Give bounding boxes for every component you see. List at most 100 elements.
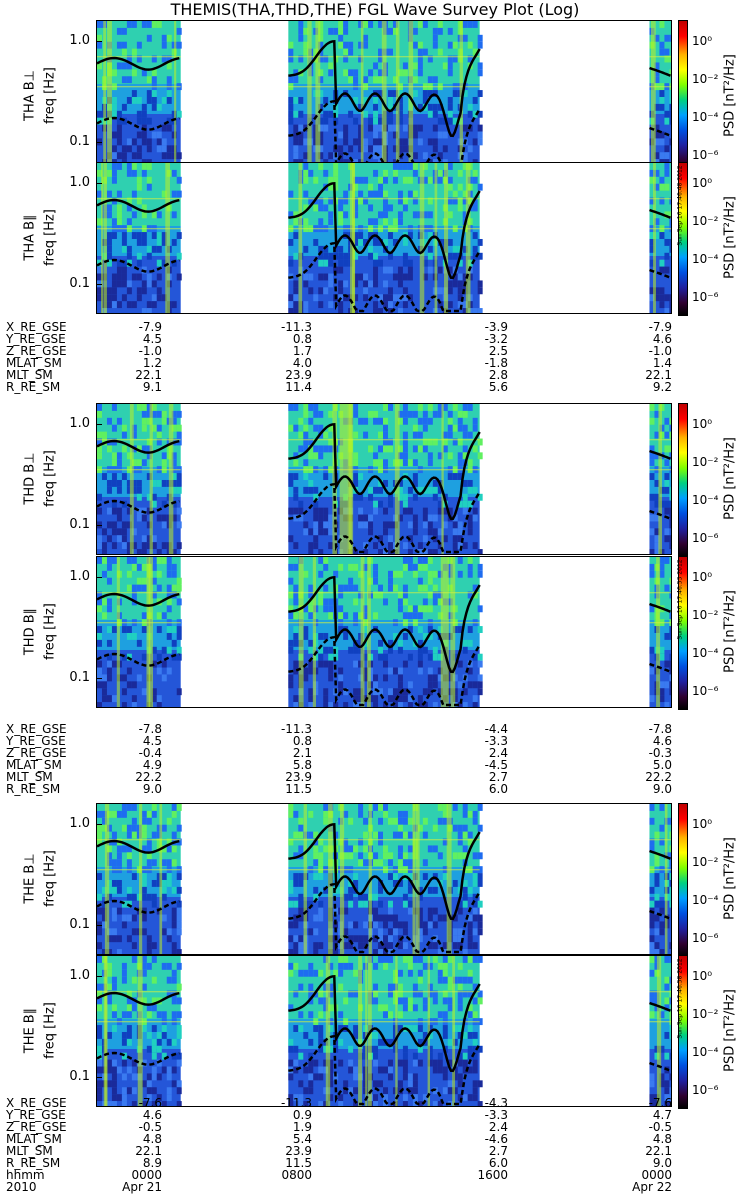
spectrogram-image xyxy=(97,557,671,707)
colorbar-tick-label: 10⁻² xyxy=(692,455,719,469)
ephemeris-value: -4.5 xyxy=(484,758,508,772)
colorbar xyxy=(678,162,688,316)
lower-frequency-curve xyxy=(649,909,671,920)
timestamp-stamp: Sun Sep 16 17:46:53 2012 xyxy=(676,559,684,640)
ephemeris-value: 9.0 xyxy=(142,782,162,796)
ephemeris-value: 22.1 xyxy=(135,1144,162,1158)
colorbar-tick-label: 10⁻² xyxy=(692,72,719,86)
colorbar xyxy=(678,803,688,957)
colorbar-tick-label: 10⁻⁶ xyxy=(692,148,719,162)
upper-frequency-curve xyxy=(288,40,481,138)
lower-frequency-curve xyxy=(649,126,671,137)
ephemeris-table: X_RE_GSE -7.9 -11.3 -3.9 -7.9 Y_RE_GSE 4.5 0.8 -… xyxy=(0,321,750,393)
colorbar-label: PSD [nT²/Hz] xyxy=(722,54,738,137)
lower-frequency-curve xyxy=(97,499,180,514)
colorbar-tick-label: 10⁻⁴ xyxy=(692,110,719,124)
ephemeris-value: 22.2 xyxy=(645,770,672,784)
ephemeris-value: 5.8 xyxy=(292,758,312,772)
panel-label: THE B∥ xyxy=(22,1007,38,1054)
ephemeris-row-label: Z_RE_GSE xyxy=(6,344,67,358)
ephemeris-value: 2.7 xyxy=(488,770,508,784)
ephemeris-value: 5.4 xyxy=(292,1132,312,1146)
ephemeris-row-label: X_RE_GSE xyxy=(6,722,67,736)
ephemeris-value: 4.8 xyxy=(652,1132,672,1146)
ephemeris-value: 6.0 xyxy=(488,782,508,796)
ephemeris-row-label: MLT_SM xyxy=(6,1144,53,1158)
plot-title: THEMIS(THA,THD,THE) FGL Wave Survey Plot… xyxy=(170,0,580,19)
ephemeris-value: 9.0 xyxy=(652,1156,672,1170)
ephemeris-value: -3.3 xyxy=(484,734,508,748)
y-tick-mark xyxy=(96,823,102,825)
ephemeris-value: 5.6 xyxy=(488,380,508,394)
colorbar-label: PSD [nT²/Hz] xyxy=(722,196,738,279)
ephemeris-value: 4.0 xyxy=(292,356,312,370)
ephemeris-value: 2.4 xyxy=(488,1120,508,1134)
ephemeris-value: 4.7 xyxy=(652,1108,672,1122)
ephemeris-value: 22.1 xyxy=(135,368,162,382)
ephemeris-value: 2.4 xyxy=(488,746,508,760)
upper-frequency-curve xyxy=(649,602,671,613)
lower-frequency-curve xyxy=(97,258,180,273)
ephemeris-value: -11.3 xyxy=(280,320,312,334)
upper-frequency-curve xyxy=(649,66,671,77)
spectrogram-image xyxy=(97,804,671,954)
ephemeris-value: -3.3 xyxy=(484,1108,508,1122)
panel-label: THD B∥ xyxy=(22,607,38,656)
spectrogram-segment xyxy=(649,404,671,554)
spectrogram-panel xyxy=(96,803,672,955)
ephemeris-value: -0.3 xyxy=(648,746,672,760)
ephemeris-row-label: R_RE_SM xyxy=(6,1156,61,1170)
y-tick-mark xyxy=(96,677,102,679)
ephemeris-value: 23.9 xyxy=(285,770,312,784)
colorbar-tick-label: 10⁻² xyxy=(692,608,719,622)
timestamp-stamp: Sun Sep 16 17:46:48 2012 xyxy=(676,165,684,246)
lower-frequency-curve xyxy=(288,636,481,707)
y-tick-label: 0.1 xyxy=(69,1068,90,1084)
panel-label: THA B∥ xyxy=(22,214,38,261)
ephemeris-value: 22.1 xyxy=(645,368,672,382)
lower-frequency-curve xyxy=(649,509,671,520)
y-tick-mark xyxy=(96,576,102,578)
colorbar-tick-label: 10⁰ xyxy=(692,817,713,831)
spectrogram-segment xyxy=(97,956,182,1106)
spectrogram-segment xyxy=(97,163,182,313)
y-tick-mark xyxy=(96,141,102,143)
ephemeris-value: -7.9 xyxy=(138,320,162,334)
spectrogram-segment xyxy=(288,21,483,171)
ephemeris-value: 4.5 xyxy=(142,734,162,748)
ephemeris-row-label: X_RE_GSE xyxy=(6,320,67,334)
panel-label: THD B⊥ xyxy=(22,452,38,505)
spectrogram-image xyxy=(97,163,671,313)
lower-frequency-curve xyxy=(97,1051,180,1066)
ephemeris-row-label: R_RE_SM xyxy=(6,380,61,394)
y-tick-label: 0.1 xyxy=(69,275,90,291)
colorbar-tick-label: 10⁻⁶ xyxy=(692,931,719,945)
lower-frequency-curve xyxy=(288,242,481,313)
ephemeris-value: -4.6 xyxy=(484,1132,508,1146)
y-tick-mark xyxy=(96,423,102,425)
spectrogram-panel xyxy=(96,556,672,708)
ephemeris-value: 0.9 xyxy=(292,1108,312,1122)
spectrogram-segment xyxy=(649,21,671,171)
upper-frequency-curve xyxy=(97,839,180,854)
spectrogram-segment xyxy=(288,557,483,707)
lower-frequency-curve xyxy=(288,483,481,554)
ephemeris-value: 4.8 xyxy=(142,1132,162,1146)
panel-label: THA B⊥ xyxy=(22,70,38,121)
lower-frequency-curve xyxy=(288,883,481,954)
ephemeris-row-label: 2010 xyxy=(6,1180,37,1194)
lower-frequency-curve xyxy=(649,268,671,279)
upper-frequency-curve xyxy=(97,439,180,454)
ephemeris-value: -11.3 xyxy=(280,722,312,736)
ephemeris-value: 0000 xyxy=(131,1168,162,1182)
ephemeris-value: 1.9 xyxy=(292,1120,312,1134)
colorbar-label: PSD [nT²/Hz] xyxy=(722,989,738,1072)
ephemeris-value: 2.1 xyxy=(292,746,312,760)
colorbar xyxy=(678,556,688,710)
colorbar-tick-label: 10⁻⁴ xyxy=(692,893,719,907)
spectrogram-panel xyxy=(96,403,672,555)
y-tick-mark xyxy=(96,524,102,526)
spectrogram-segment xyxy=(288,163,483,313)
ephemeris-value: 1.2 xyxy=(142,356,162,370)
upper-frequency-curve xyxy=(649,1001,671,1012)
